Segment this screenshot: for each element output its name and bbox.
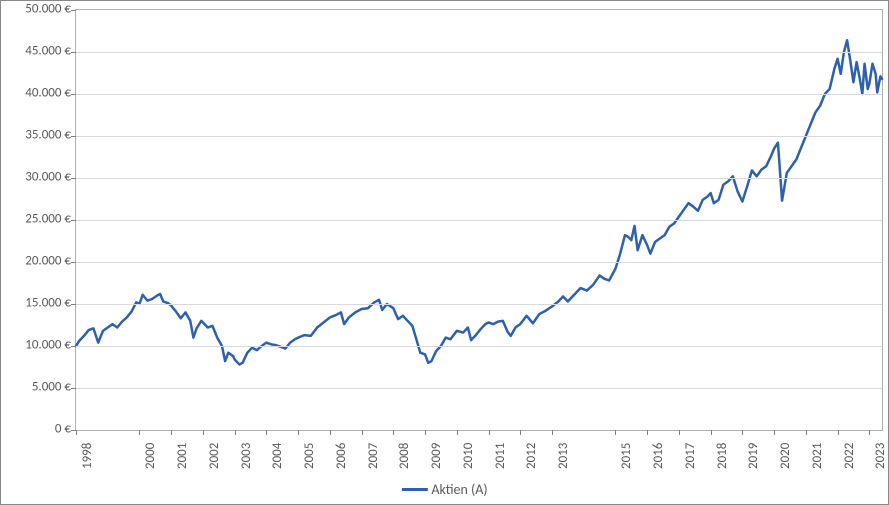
y-tick-label: 45.000 € [1, 44, 75, 59]
y-tick-label: 35.000 € [1, 128, 75, 143]
x-tick-mark [711, 430, 712, 435]
x-tick-label: 2002 [207, 443, 222, 469]
x-tick-mark [806, 430, 807, 435]
x-tick-mark [139, 430, 140, 435]
x-tick-label: 2017 [683, 443, 698, 469]
x-tick-mark [203, 430, 204, 435]
x-tick-label: 2023 [873, 443, 888, 469]
x-tick-label: 2018 [715, 443, 730, 469]
legend-label: Aktien (A) [431, 481, 487, 498]
gridline [76, 346, 882, 347]
x-tick-mark [869, 430, 870, 435]
x-tick-mark [393, 430, 394, 435]
x-tick-label: 2021 [810, 443, 825, 469]
x-tick-label: 2001 [175, 443, 190, 469]
line-chart: Aktien (A) 0 € 5.000 € 10.000 € 15.000 € 20.… [0, 0, 889, 505]
gridline [76, 262, 882, 263]
x-tick-label: 2020 [778, 443, 793, 469]
x-tick-mark [330, 430, 331, 435]
gridline [76, 136, 882, 137]
gridline [76, 52, 882, 53]
x-tick-label: 2004 [270, 443, 285, 469]
gridline [76, 94, 882, 95]
legend-swatch [401, 488, 427, 491]
y-tick-label: 25.000 € [1, 212, 75, 227]
x-tick-label: 2022 [842, 443, 857, 469]
x-tick-label: 2008 [397, 443, 412, 469]
x-tick-label: 2016 [651, 443, 666, 469]
x-tick-mark [679, 430, 680, 435]
x-tick-label: 2000 [143, 443, 158, 469]
x-tick-mark [425, 430, 426, 435]
y-tick-label: 30.000 € [1, 170, 75, 185]
y-tick-label: 50.000 € [1, 2, 75, 17]
x-tick-mark [838, 430, 839, 435]
gridline [76, 388, 882, 389]
y-tick-label: 0 € [1, 422, 75, 437]
x-tick-label: 1998 [80, 443, 95, 469]
x-tick-mark [171, 430, 172, 435]
x-tick-mark [615, 430, 616, 435]
gridline [76, 220, 882, 221]
x-tick-mark [298, 430, 299, 435]
x-tick-label: 2012 [524, 443, 539, 469]
y-tick-label: 10.000 € [1, 338, 75, 353]
x-tick-label: 2007 [366, 443, 381, 469]
x-tick-mark [235, 430, 236, 435]
x-tick-mark [76, 430, 77, 435]
y-tick-label: 20.000 € [1, 254, 75, 269]
x-tick-label: 2010 [461, 443, 476, 469]
x-tick-mark [774, 430, 775, 435]
legend: Aktien (A) [401, 481, 487, 498]
x-tick-label: 2013 [556, 443, 571, 469]
x-tick-mark [647, 430, 648, 435]
x-tick-mark [362, 430, 363, 435]
y-tick-label: 40.000 € [1, 86, 75, 101]
x-tick-mark [520, 430, 521, 435]
x-tick-label: 2009 [429, 443, 444, 469]
x-tick-mark [266, 430, 267, 435]
x-tick-label: 2005 [302, 443, 317, 469]
plot-area [75, 9, 883, 431]
series-line [76, 40, 882, 364]
x-tick-mark [552, 430, 553, 435]
x-tick-mark [457, 430, 458, 435]
y-tick-label: 15.000 € [1, 296, 75, 311]
x-tick-label: 2019 [746, 443, 761, 469]
y-tick-label: 5.000 € [1, 380, 75, 395]
x-tick-label: 2015 [619, 443, 634, 469]
x-tick-label: 2006 [334, 443, 349, 469]
x-tick-label: 2003 [239, 443, 254, 469]
x-tick-mark [742, 430, 743, 435]
gridline [76, 178, 882, 179]
x-tick-mark [489, 430, 490, 435]
x-tick-label: 2011 [493, 443, 508, 469]
gridline [76, 304, 882, 305]
